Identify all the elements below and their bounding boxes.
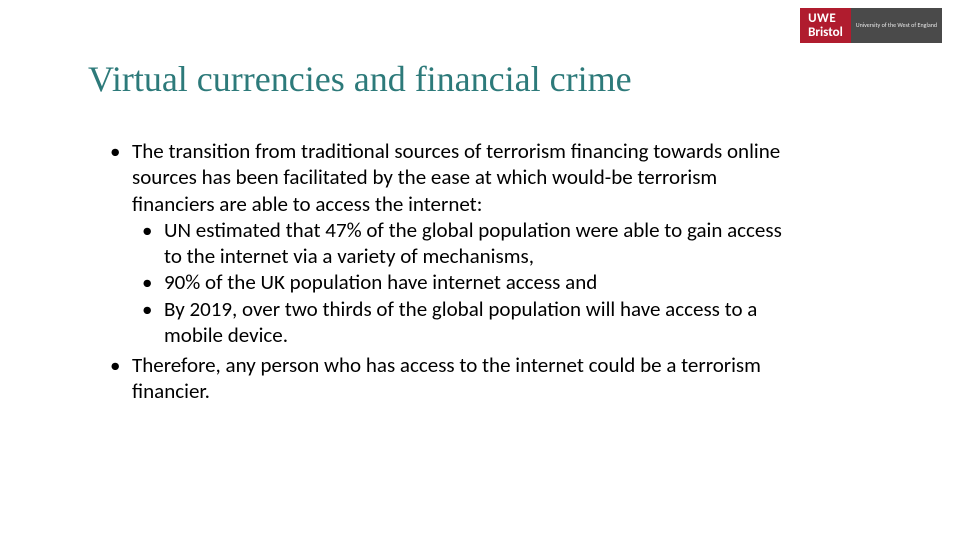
slide-title: Virtual currencies and financial crime bbox=[88, 58, 632, 100]
uwe-logo: UWE Bristol University of the West of En… bbox=[800, 8, 942, 43]
bullet-1b: 90% of the UK population have internet a… bbox=[140, 269, 788, 295]
logo-main: UWE Bristol bbox=[800, 8, 851, 43]
slide-body: The transition from traditional sources … bbox=[108, 138, 788, 409]
logo-subtitle: University of the West of England bbox=[851, 8, 942, 43]
logo-line2: Bristol bbox=[808, 26, 843, 40]
bullet-1-text: The transition from traditional sources … bbox=[132, 138, 780, 217]
bullet-1a: UN estimated that 47% of the global popu… bbox=[140, 217, 788, 270]
bullet-1c: By 2019, over two thirds of the global p… bbox=[140, 296, 788, 349]
bullet-2: Therefore, any person who has access to … bbox=[108, 352, 788, 405]
logo-line1: UWE bbox=[808, 12, 843, 26]
bullet-1: The transition from traditional sources … bbox=[108, 138, 788, 348]
